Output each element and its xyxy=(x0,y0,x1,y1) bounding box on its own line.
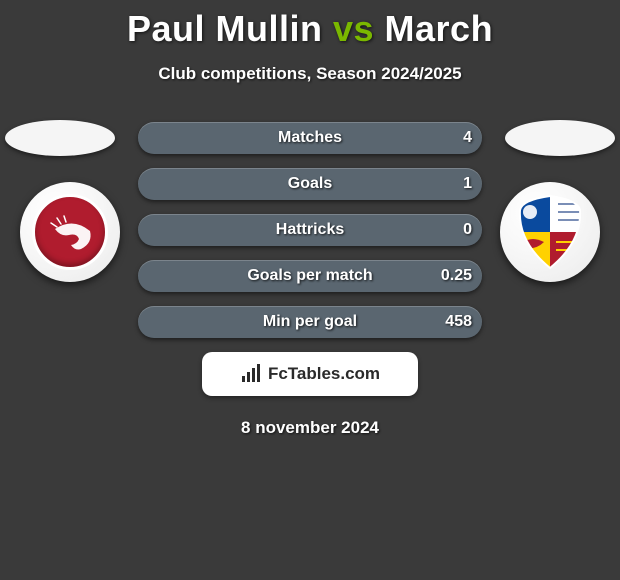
title-vs: vs xyxy=(333,8,374,49)
left-crest-shield xyxy=(32,194,108,270)
stat-row: Min per goal 458 xyxy=(138,306,482,338)
stat-value-right: 0 xyxy=(463,221,472,239)
right-ellipse xyxy=(505,120,615,156)
stat-value-right: 1 xyxy=(463,175,472,193)
stat-row: Hattricks 0 xyxy=(138,214,482,246)
left-ellipse xyxy=(5,120,115,156)
stat-label: Min per goal xyxy=(263,313,357,331)
stat-label: Goals xyxy=(288,175,332,193)
title-player1: Paul Mullin xyxy=(127,8,323,49)
stats-container: Matches 4 Goals 1 Hattricks 0 Goals per match 0… xyxy=(138,122,482,338)
source-badge: FcTables.com xyxy=(202,352,418,396)
left-crest xyxy=(20,182,120,282)
shrimp-icon xyxy=(35,197,111,273)
page-title: Paul Mullin vs March xyxy=(0,8,620,50)
stat-row: Matches 4 xyxy=(138,122,482,154)
bar-chart-icon xyxy=(240,363,262,385)
stat-value-right: 4 xyxy=(463,129,472,147)
stat-value-right: 458 xyxy=(445,313,472,331)
stat-label: Hattricks xyxy=(276,221,344,239)
stat-label: Goals per match xyxy=(247,267,372,285)
stat-value-right: 0.25 xyxy=(441,267,472,285)
stat-row: Goals per match 0.25 xyxy=(138,260,482,292)
right-crest-shield xyxy=(510,192,590,272)
date: 8 november 2024 xyxy=(0,418,620,438)
stat-row: Goals 1 xyxy=(138,168,482,200)
right-crest xyxy=(500,182,600,282)
source-badge-text: FcTables.com xyxy=(268,364,380,384)
title-player2: March xyxy=(385,8,494,49)
subtitle: Club competitions, Season 2024/2025 xyxy=(0,64,620,84)
header: Paul Mullin vs March Club competitions, … xyxy=(0,0,620,84)
content: Matches 4 Goals 1 Hattricks 0 Goals per match 0… xyxy=(0,122,620,438)
stat-label: Matches xyxy=(278,129,342,147)
